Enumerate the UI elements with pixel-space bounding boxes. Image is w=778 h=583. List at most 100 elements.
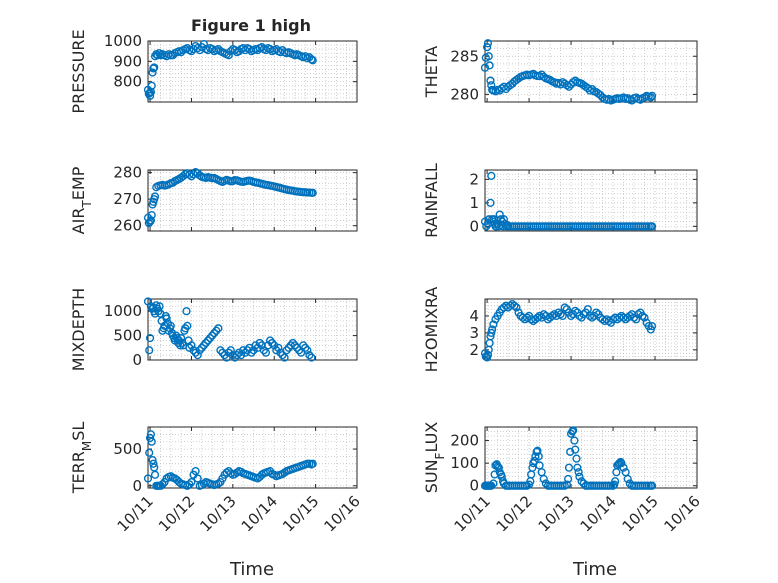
y-axis-label: PRESSURE: [69, 29, 88, 113]
data-point: [486, 198, 495, 207]
x-tick-label: 10/11: [114, 492, 157, 535]
data-point: [193, 351, 202, 360]
data-point: [146, 216, 155, 225]
data-point: [282, 346, 291, 355]
data-point: [610, 480, 619, 489]
data-point: [145, 88, 154, 97]
data-series: [143, 430, 317, 490]
data-point: [514, 74, 523, 83]
data-point: [216, 346, 225, 355]
y-label-main: SUN: [422, 459, 441, 493]
y-label-subscript: M: [80, 441, 94, 451]
data-series: [480, 171, 657, 231]
y-label-subscript: F: [433, 452, 447, 459]
data-point: [604, 316, 613, 326]
data-point: [608, 481, 618, 490]
y-tick-label: 2: [469, 170, 479, 188]
data-point: [214, 324, 223, 333]
data-point: [488, 325, 497, 334]
data-point: [154, 307, 163, 316]
data-point: [636, 95, 645, 104]
data-point: [305, 351, 314, 360]
data-point: [308, 56, 317, 65]
y-tick-label: 100: [450, 454, 479, 472]
data-point: [147, 437, 156, 446]
data-point: [583, 84, 592, 93]
data-point: [495, 210, 504, 219]
data-point: [564, 474, 573, 484]
y-tick-label: 500: [113, 327, 142, 345]
data-point: [148, 455, 157, 465]
data-point: [489, 320, 498, 329]
data-point: [199, 341, 208, 350]
x-tick-label: 10/16: [661, 492, 704, 535]
data-point: [158, 480, 167, 489]
y-axis-label: TERRMSL: [69, 422, 94, 495]
data-point: [539, 310, 548, 319]
y-label-main: AIR: [69, 208, 88, 235]
data-point: [539, 72, 548, 81]
data-point: [270, 341, 279, 350]
data-point: [562, 81, 571, 90]
subplot-pressure: 800 900 1000 PRESSURE: [69, 29, 358, 114]
data-series: [480, 426, 657, 490]
data-point: [303, 346, 312, 355]
data-point: [145, 91, 155, 101]
y-tick-label: 800: [113, 73, 142, 91]
data-point: [592, 308, 601, 317]
data-point: [617, 459, 626, 468]
y-axis-label: MIXDEPTH: [69, 288, 88, 371]
data-point: [632, 315, 641, 324]
data-point: [638, 311, 647, 321]
data-point: [185, 343, 194, 352]
data-point: [489, 479, 498, 488]
axes-box: [484, 298, 698, 361]
data-point: [575, 472, 584, 481]
data-point: [166, 321, 175, 330]
data-point: [249, 346, 258, 355]
data-point: [533, 446, 542, 455]
data-point: [195, 346, 204, 355]
data-point: [533, 313, 542, 322]
y-tick-label: 1: [469, 194, 479, 212]
data-point: [147, 81, 156, 90]
data-point: [512, 303, 521, 312]
y-tick-label: 900: [113, 52, 142, 70]
data-point: [307, 55, 316, 64]
data-point: [564, 463, 574, 472]
data-point: [203, 336, 213, 345]
data-point: [570, 436, 579, 445]
data-point: [181, 324, 190, 333]
figure-title: Figure 1 high: [191, 16, 311, 35]
data-point: [625, 311, 634, 321]
data-series: [143, 168, 317, 228]
data-point: [301, 343, 310, 352]
axes-box: [147, 169, 358, 232]
x-tick-label: 10/15: [279, 492, 322, 535]
data-point: [290, 341, 300, 350]
data-point: [571, 445, 580, 454]
data-point: [149, 459, 158, 468]
y-tick-label: 1000: [104, 302, 142, 320]
x-axis-label-left: Time: [229, 559, 274, 580]
data-point: [510, 301, 519, 310]
data-point: [191, 466, 200, 476]
data-point: [487, 81, 496, 90]
y-tick-label: 285: [450, 47, 479, 65]
data-point: [214, 479, 223, 488]
y-axis-label: H2OMIXRA: [422, 287, 441, 373]
y-tick-label: 260: [113, 217, 142, 235]
x-tick-label: 10/15: [619, 492, 662, 535]
data-point: [484, 52, 493, 61]
data-point: [288, 338, 297, 348]
data-point: [224, 51, 233, 60]
data-point: [183, 321, 192, 330]
data-point: [278, 351, 287, 360]
plot-area: [485, 170, 697, 231]
y-label-subscript: T: [80, 200, 94, 209]
y-axis-label: THETA: [422, 46, 441, 98]
